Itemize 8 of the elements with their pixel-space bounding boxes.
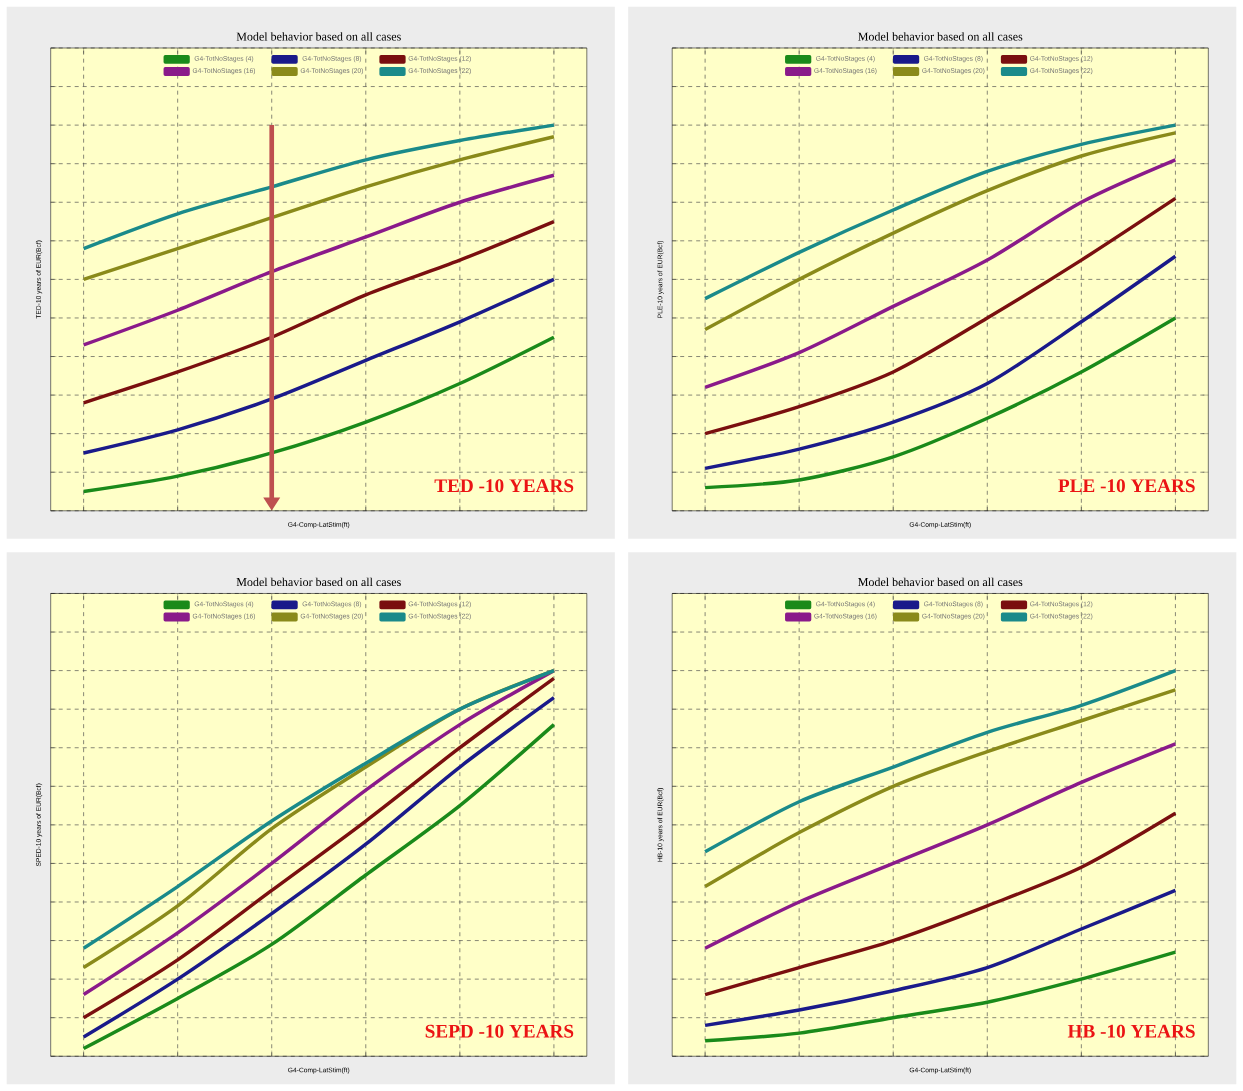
annotation: HB -10 YEARS: [1067, 1024, 1195, 1038]
annotation: TED -10 YEARS: [434, 479, 574, 493]
chart-title: Model behavior based on all cases: [858, 32, 1023, 41]
chart-title: Model behavior based on all cases: [236, 32, 401, 41]
annotation: PLE -10 YEARS: [1058, 479, 1195, 493]
annotation: SEPD -10 YEARS: [425, 1024, 574, 1038]
chart-title: Model behavior based on all cases: [236, 577, 401, 587]
chart-title: Model behavior based on all cases: [858, 577, 1023, 587]
